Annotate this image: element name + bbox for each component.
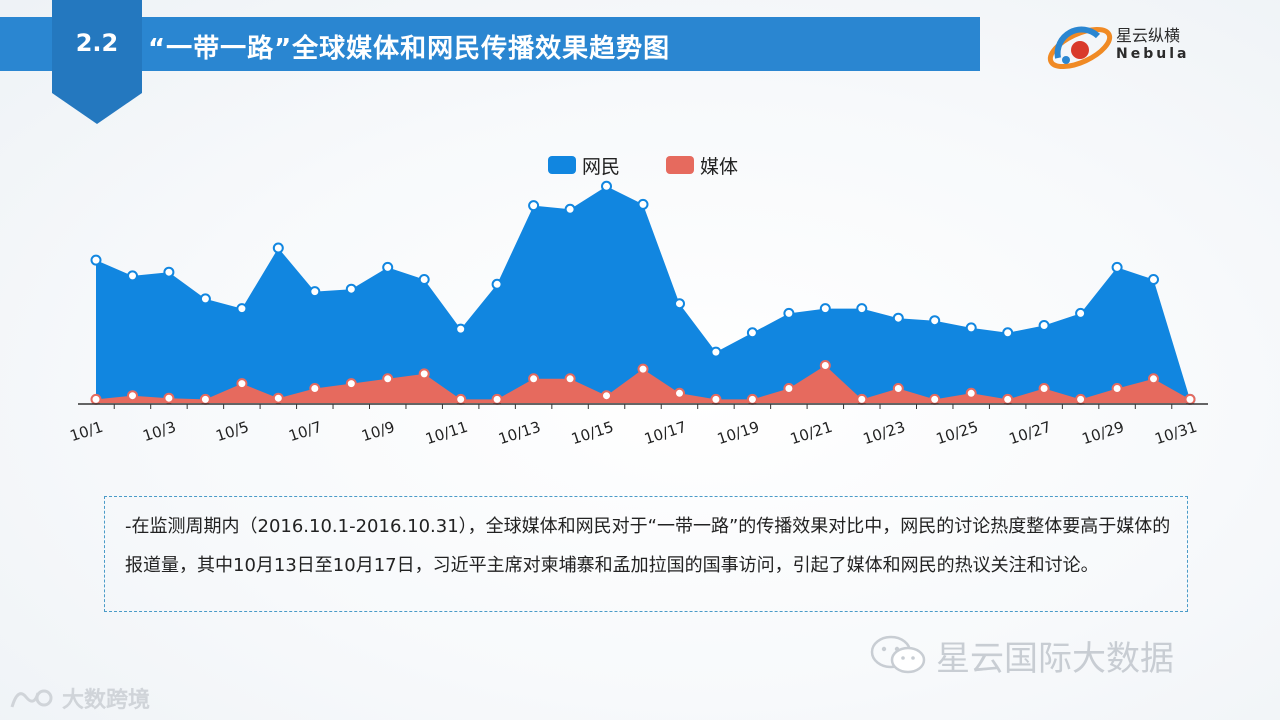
brand-mark-icon [10,689,53,708]
data-point-netizen-27 [1038,320,1050,331]
data-point-netizen-23 [892,312,904,324]
legend-label-media: 媒体 [700,156,738,178]
data-point-media-22 [856,393,868,405]
data-point-media-23 [892,383,904,394]
x-tick-label: 10/15 [569,418,616,448]
x-tick-label: 10/31 [1153,418,1200,448]
x-tick-label: 10/25 [934,418,981,448]
data-point-netizen-16 [637,198,649,210]
data-point-media-13 [528,373,540,385]
data-point-media-12 [491,393,503,405]
data-point-media-7 [309,383,321,394]
data-point-netizen-4 [199,293,211,305]
data-point-netizen-5 [236,303,248,315]
data-point-media-11 [455,393,467,405]
data-point-media-30 [1148,373,1159,385]
x-tick-label: 10/13 [496,418,543,448]
x-tick-label: 10/5 [214,418,252,446]
data-point-media-15 [601,390,612,402]
data-point-media-9 [382,373,394,385]
data-point-netizen-10 [418,274,430,285]
x-tick-label: 10/1 [68,418,106,446]
data-point-netizen-15 [601,180,612,192]
data-point-netizen-30 [1148,274,1159,285]
x-tick-label: 10/29 [1080,418,1127,448]
data-point-media-25 [965,387,977,399]
data-point-media-28 [1075,393,1087,405]
data-point-netizen-9 [382,261,394,273]
data-point-media-17 [674,387,685,399]
data-point-netizen-2 [127,270,138,282]
data-point-netizen-6 [272,242,284,254]
data-point-netizen-14 [564,203,576,215]
data-point-netizen-24 [929,315,941,327]
data-point-netizen-12 [491,278,503,290]
x-tick-label: 10/19 [715,418,762,448]
data-point-netizen-8 [345,283,357,295]
data-point-netizen-28 [1075,307,1087,319]
x-tick-label: 10/7 [286,418,324,446]
series-area-media [96,365,1190,403]
x-tick-label: 10/27 [1007,418,1054,448]
data-point-media-5 [236,378,248,390]
data-point-netizen-19 [746,327,758,339]
data-point-netizen-29 [1111,261,1123,273]
x-tick-label: 10/21 [788,418,835,448]
x-tick-label: 10/9 [359,418,397,446]
data-point-media-18 [710,393,722,405]
data-point-media-31 [1184,393,1196,405]
data-point-media-1 [90,393,102,405]
data-point-media-24 [929,393,941,405]
watermark: 星云国际大数据 [868,630,1174,680]
x-tick-label: 10/23 [861,418,908,448]
data-point-netizen-18 [710,346,722,358]
legend-swatch-netizen [548,156,576,174]
data-point-netizen-13 [528,200,540,212]
nebula-logo-icon [1047,26,1113,70]
data-point-netizen-7 [309,286,321,298]
wechat-icon [870,635,926,674]
data-point-netizen-17 [674,298,685,310]
data-point-netizen-26 [1002,327,1014,339]
data-point-media-26 [1002,393,1014,405]
data-point-netizen-1 [90,254,102,266]
data-point-media-27 [1038,383,1050,394]
analysis-note: -在监测周期内（2016.10.1-2016.10.31），全球媒体和网民对于“… [104,496,1188,612]
x-tick-label: 10/17 [642,418,689,448]
x-tick-label: 10/11 [423,418,470,448]
data-point-netizen-22 [856,303,868,315]
page-title: “一带一路”全球媒体和网民传播效果趋势图 [148,34,671,64]
legend-swatch-media [666,156,694,174]
data-point-netizen-25 [965,322,977,334]
watermark-text: 星云国际大数据 [936,638,1174,679]
data-point-media-10 [418,368,430,380]
footer-brand-text: 大数跨境 [62,688,151,713]
data-point-media-16 [637,363,649,375]
section-number: 2.2 [75,29,119,57]
data-point-media-29 [1111,383,1123,394]
logo-name-cn: 星云纵横 [1116,26,1181,45]
footer-brand: 大数跨境 [8,680,150,716]
series-area-netizen [96,186,1190,403]
data-point-media-21 [819,360,831,371]
data-point-media-3 [163,392,175,404]
analysis-note-text: -在监测周期内（2016.10.1-2016.10.31），全球媒体和网民对于“… [125,516,1171,576]
data-point-media-6 [272,392,284,404]
data-point-media-8 [345,378,357,390]
legend-label-netizen: 网民 [582,156,620,178]
data-point-netizen-21 [819,303,831,315]
data-point-media-20 [783,383,795,394]
data-point-media-19 [746,393,758,405]
header-bar [0,17,980,71]
data-point-media-4 [199,393,211,405]
data-point-media-2 [127,390,138,402]
data-point-media-14 [564,373,576,385]
trend-area-chart: 10/1 10/3 10/5 10/7 10/9 10/11 10/13 10/15 10/17… [68,156,1208,448]
data-point-netizen-11 [455,323,467,335]
logo-name-en: Nebula [1116,46,1190,62]
data-point-netizen-3 [163,266,175,278]
x-tick-label: 10/3 [141,418,179,446]
data-point-netizen-20 [783,307,795,319]
